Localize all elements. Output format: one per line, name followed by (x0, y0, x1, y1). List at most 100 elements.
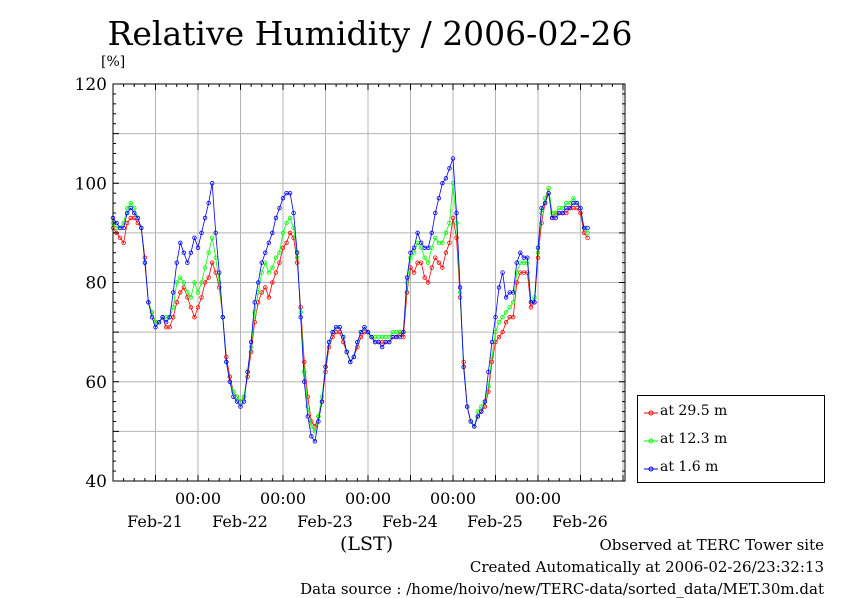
data-point (426, 280, 431, 285)
footer-source: Data source : /home/hoivo/new/TERC-data/… (300, 580, 824, 598)
data-point (117, 235, 123, 241)
data-point (369, 334, 374, 340)
data-point (280, 195, 286, 201)
data-point (464, 404, 470, 409)
data-point (578, 205, 583, 211)
data-point (185, 290, 190, 295)
data-point (585, 230, 590, 236)
data-point (252, 300, 257, 305)
data-point (433, 255, 438, 260)
data-point (429, 265, 434, 270)
data-point (217, 270, 222, 275)
data-point (234, 399, 240, 404)
data-point (146, 300, 151, 305)
x-tick-time-label: 00:00 (175, 489, 221, 508)
data-point (302, 379, 307, 384)
legend-marker-29-5 (644, 410, 658, 416)
data-point (149, 310, 155, 315)
grid-layer (113, 84, 625, 481)
data-point (528, 305, 534, 310)
legend-label-12-3: at 12.3 m (660, 431, 728, 447)
data-point (209, 181, 215, 186)
data-point (433, 210, 438, 216)
data-point (163, 320, 169, 325)
data-point (539, 205, 544, 211)
data-point (330, 329, 335, 335)
data-point (341, 339, 346, 345)
data-point (277, 260, 282, 265)
data-point (574, 200, 580, 206)
data-point (525, 270, 530, 275)
data-point (160, 315, 165, 320)
data-point (457, 285, 463, 290)
data-point (341, 334, 346, 340)
data-point (560, 210, 565, 216)
data-point (535, 245, 541, 250)
x-tick-time-label: 00:00 (345, 489, 391, 508)
data-point (571, 195, 576, 201)
data-point (227, 374, 233, 379)
data-point (337, 324, 342, 330)
data-point (447, 220, 452, 226)
data-point (500, 329, 505, 335)
data-point (121, 225, 126, 231)
data-point (266, 240, 272, 245)
data-point (188, 305, 194, 310)
data-point (124, 210, 130, 216)
footer-created: Created Automatically at 2006-02-26/23:3… (469, 558, 824, 576)
data-point (426, 260, 431, 265)
data-point (270, 265, 275, 270)
data-point (418, 240, 424, 245)
data-point (178, 275, 183, 280)
data-point (404, 275, 410, 280)
data-point (503, 310, 509, 315)
data-point (443, 230, 449, 236)
data-point (486, 389, 491, 394)
data-point (404, 290, 410, 295)
y-tick-label: 100 (75, 174, 107, 194)
data-point (305, 404, 310, 409)
data-point (585, 225, 590, 231)
data-point (202, 215, 208, 221)
data-point (475, 414, 480, 419)
data-point (355, 339, 360, 345)
data-point (309, 434, 314, 439)
data-point (266, 295, 272, 300)
data-point (305, 414, 310, 419)
series-line-0 (112, 188, 588, 428)
data-point (132, 210, 137, 216)
data-point (263, 250, 268, 255)
data-point (142, 260, 148, 265)
data-point (440, 265, 445, 270)
data-point (174, 280, 179, 285)
data-point (202, 265, 208, 270)
data-point (376, 339, 381, 345)
data-point (220, 315, 225, 320)
x-tick-date-label: Feb-21 (127, 512, 183, 531)
data-point (263, 285, 268, 290)
data-point (443, 176, 449, 181)
data-point (546, 190, 551, 196)
data-point (156, 320, 162, 325)
legend: at 29.5 m at 12.3 m at 1.6 m (637, 395, 825, 483)
data-point (489, 339, 495, 345)
data-point (241, 399, 247, 404)
data-point (362, 324, 367, 330)
data-point (415, 230, 420, 236)
legend-label-1-6: at 1.6 m (660, 459, 719, 475)
data-point (287, 190, 293, 196)
data-point (472, 424, 477, 429)
data-point (436, 260, 442, 265)
data-point (387, 339, 392, 345)
data-point (454, 235, 459, 241)
data-point (266, 270, 272, 275)
x-tick-date-label: Feb-22 (212, 512, 268, 531)
data-point (195, 245, 201, 250)
data-point (401, 329, 406, 335)
data-point (206, 275, 211, 280)
data-point (479, 409, 484, 414)
y-tick-label: 40 (85, 472, 107, 492)
data-point (319, 399, 325, 404)
data-point (121, 220, 126, 226)
data-point (511, 290, 516, 295)
